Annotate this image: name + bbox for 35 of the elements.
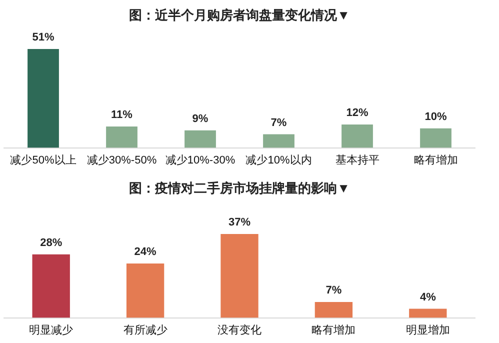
bar	[263, 134, 294, 148]
x-tick-label: 略有增加	[414, 153, 458, 166]
x-tick-label: 减少30%-50%	[86, 153, 157, 166]
x-tick-label: 减少50%以上	[10, 153, 76, 166]
x-tick-label: 有所减少	[123, 323, 168, 336]
data-label: 9%	[192, 112, 208, 125]
bar	[28, 49, 59, 148]
bar	[126, 263, 164, 318]
data-label: 28%	[40, 236, 62, 249]
bar	[106, 126, 138, 148]
bar	[32, 254, 70, 318]
bar	[314, 302, 353, 318]
chart-title: 图：疫情对二手房市场挂牌量的影响▼	[129, 180, 350, 196]
data-label: 7%	[270, 116, 287, 129]
chart-title: 图：近半个月购房者询盘量变化情况▼	[129, 7, 350, 22]
x-tick-label: 明显增加	[406, 323, 450, 336]
data-label: 7%	[326, 284, 342, 296]
data-label: 4%	[420, 291, 436, 304]
x-tick-label: 减少10%-30%	[165, 153, 236, 166]
data-label: 10%	[424, 110, 447, 123]
x-tick-label: 略有增加	[312, 323, 356, 336]
bar	[220, 234, 258, 318]
data-label: 51%	[32, 32, 54, 44]
bar	[184, 130, 216, 148]
data-label: 12%	[346, 107, 368, 120]
x-tick-label: 没有变化	[218, 323, 262, 336]
data-label: 11%	[111, 109, 133, 122]
x-tick-label: 基本持平	[335, 153, 380, 166]
data-label: 37%	[228, 216, 251, 229]
data-label: 24%	[134, 246, 157, 258]
x-tick-label: 减少10%以内	[246, 153, 312, 166]
bar	[420, 128, 452, 148]
bar	[342, 124, 373, 148]
bar	[409, 308, 447, 318]
x-tick-label: 明显减少	[29, 323, 74, 336]
